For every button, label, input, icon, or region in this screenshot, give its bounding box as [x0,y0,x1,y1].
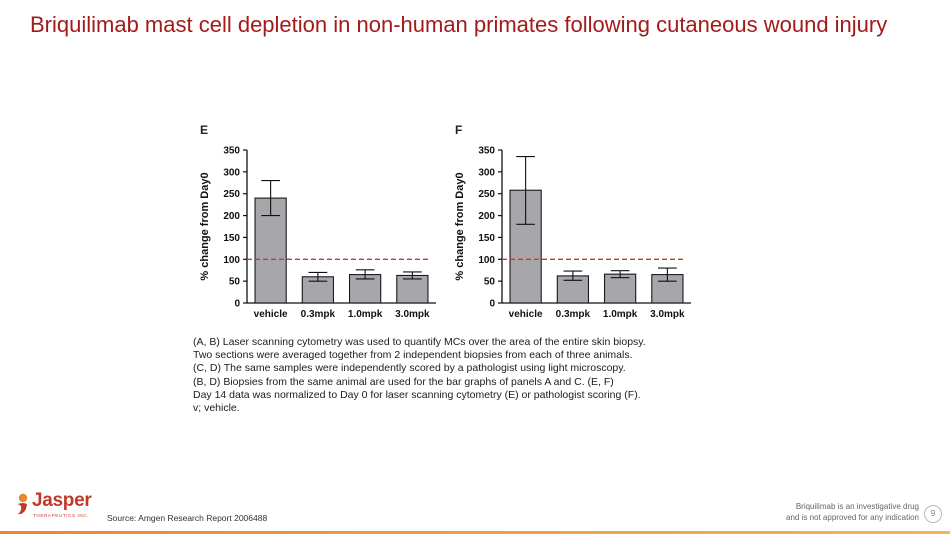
figure-caption: (A, B) Laser scanning cytometry was used… [193,336,733,415]
logo-wordmark: Jasper [32,490,92,511]
y-tick-label: 150 [478,233,495,244]
chart-panel-e: E % change from Day0 0 50 100 150 200 250 300 350… [190,120,445,325]
y-tick-label: 300 [223,167,240,178]
caption-line: Day 14 data was normalized to Day 0 for … [193,388,641,401]
caption-line: (C, D) The same samples were independent… [193,362,626,375]
x-category-label: 1.0mpk [348,309,383,320]
y-axis-label: % change from Day0 [454,172,466,280]
chart-panel-f: F % change from Day0 0 50 100 150 200 250 300 350… [445,120,700,325]
y-tick-label: 350 [223,146,240,157]
source-note: Source: Amgen Research Report 2006488 [107,513,268,523]
y-tick-label: 50 [229,277,241,288]
x-category-label: 3.0mpk [395,309,430,320]
jasper-logo-icon [18,493,28,515]
y-tick-label: 100 [223,255,240,266]
panel-label: F [455,123,462,137]
y-tick-label: 300 [478,167,495,178]
bar [396,274,429,304]
x-category-label: vehicle [509,309,543,320]
page-number: 9 [924,505,942,523]
disclaimer-line: and is not approved for any indication [786,512,919,522]
y-tick-label: 150 [223,233,240,244]
y-tick-label: 200 [223,211,240,222]
y-tick-label: 100 [478,255,495,266]
y-tick-label: 250 [223,189,240,200]
x-category-label: vehicle [254,309,288,320]
caption-line: (B, D) Biopsies from the same animal are… [193,375,614,388]
y-tick-label: 200 [478,211,495,222]
chart-svg: F % change from Day0 0 50 100 150 200 250 300 350… [454,123,691,320]
caption-line: v; vehicle. [193,402,240,415]
y-tick-label: 350 [478,146,495,157]
disclaimer: Briquilimab is an investigative drug and… [786,502,919,523]
slide-title: Briquilimab mast cell depletion in non-h… [30,12,888,37]
caption-line: (A, B) Laser scanning cytometry was used… [193,336,646,348]
y-tick-label: 0 [489,299,495,310]
y-tick-label: 50 [484,277,496,288]
x-category-label: 0.3mpk [556,309,591,320]
bar [348,274,382,304]
y-axis-label: % change from Day0 [199,172,211,280]
bar [603,273,637,304]
disclaimer-line: Briquilimab is an investigative drug [795,502,919,511]
logo-subtext: THERAPEUTICS INC. [33,513,90,518]
x-category-label: 0.3mpk [301,309,336,320]
panel-label: E [200,123,208,137]
jasper-logo: Jasper THERAPEUTICS INC. [14,490,106,522]
caption-line: Two sections were averaged together from… [193,349,633,362]
y-tick-label: 0 [234,299,240,310]
footer-accent-line [0,531,950,534]
x-category-label: 1.0mpk [603,309,638,320]
y-tick-label: 250 [478,189,495,200]
x-category-label: 3.0mpk [650,309,685,320]
chart-svg: E % change from Day0 0 50 100 150 200 250 300 350… [199,123,436,320]
